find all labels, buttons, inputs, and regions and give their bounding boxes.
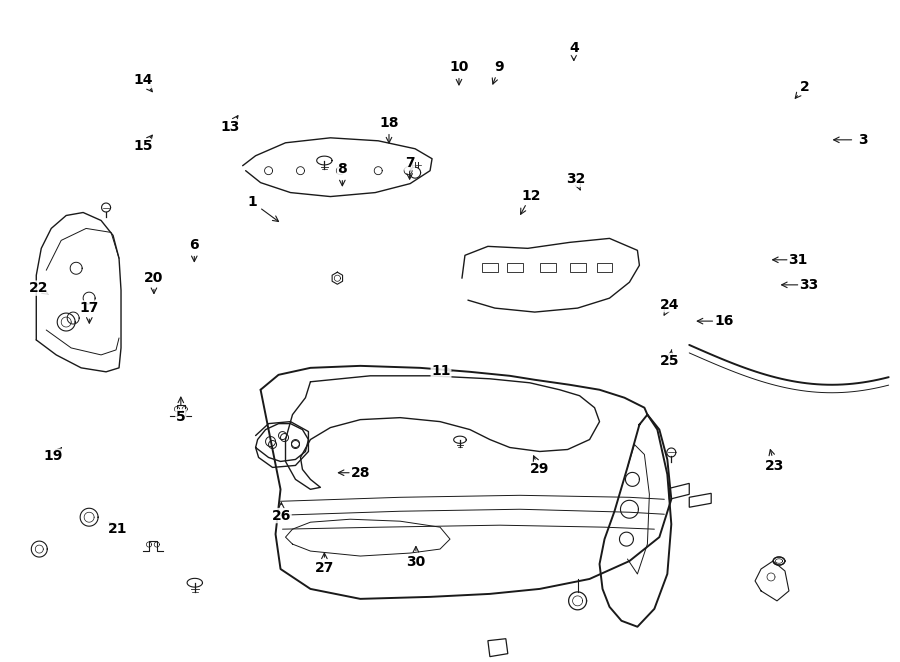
Polygon shape bbox=[773, 557, 785, 565]
Text: 13: 13 bbox=[220, 120, 240, 134]
Text: 12: 12 bbox=[521, 189, 541, 203]
Text: 18: 18 bbox=[379, 117, 399, 130]
Text: 5: 5 bbox=[176, 410, 185, 424]
Text: 21: 21 bbox=[108, 522, 128, 536]
Text: 17: 17 bbox=[79, 301, 99, 315]
Text: 33: 33 bbox=[799, 278, 818, 292]
Text: 28: 28 bbox=[350, 466, 370, 480]
Text: 25: 25 bbox=[660, 354, 680, 367]
Text: 29: 29 bbox=[530, 463, 549, 477]
Text: 9: 9 bbox=[494, 60, 504, 74]
Text: 4: 4 bbox=[569, 40, 579, 54]
Text: 8: 8 bbox=[338, 162, 347, 177]
Text: 14: 14 bbox=[133, 73, 153, 87]
Text: 15: 15 bbox=[133, 140, 153, 154]
Text: 1: 1 bbox=[248, 195, 257, 209]
Text: 24: 24 bbox=[660, 298, 680, 312]
Text: 19: 19 bbox=[44, 449, 63, 463]
Text: 26: 26 bbox=[272, 508, 291, 522]
Text: 31: 31 bbox=[788, 253, 808, 267]
Text: 22: 22 bbox=[30, 281, 49, 295]
Text: 3: 3 bbox=[858, 133, 868, 147]
Text: 10: 10 bbox=[449, 60, 469, 74]
Text: 7: 7 bbox=[405, 156, 414, 170]
Text: 30: 30 bbox=[406, 555, 426, 569]
Text: 16: 16 bbox=[714, 314, 734, 328]
Text: 20: 20 bbox=[144, 271, 164, 285]
Text: 32: 32 bbox=[566, 172, 585, 187]
Text: 6: 6 bbox=[190, 238, 199, 252]
Text: 2: 2 bbox=[799, 80, 809, 94]
Text: 23: 23 bbox=[765, 459, 785, 473]
Text: 11: 11 bbox=[431, 363, 451, 377]
Text: 27: 27 bbox=[315, 561, 334, 575]
